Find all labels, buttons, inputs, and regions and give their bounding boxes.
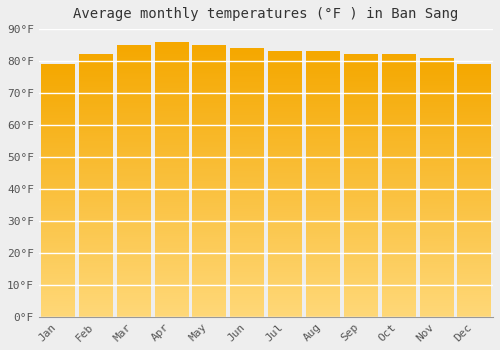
Title: Average monthly temperatures (°F ) in Ban Sang: Average monthly temperatures (°F ) in Ba…: [74, 7, 458, 21]
